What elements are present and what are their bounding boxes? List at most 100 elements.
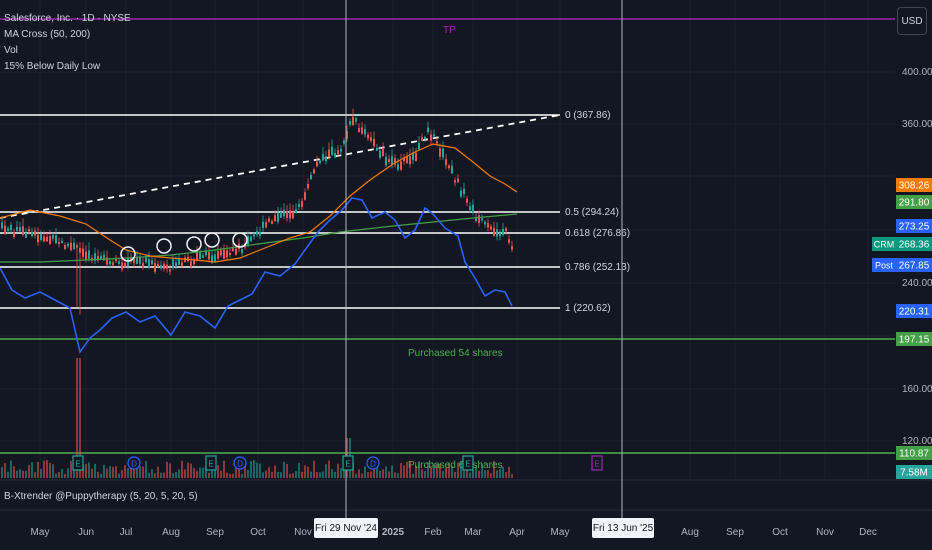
candle-body <box>403 157 405 162</box>
dividend-marker[interactable] <box>127 456 141 470</box>
fib-label-0-786: 0.786 (252.13) <box>565 262 630 273</box>
time-axis-label: May <box>551 527 570 538</box>
candle-body <box>427 127 429 133</box>
price-tag <box>896 332 932 346</box>
candle-body <box>214 254 216 262</box>
trend-line[interactable] <box>0 114 561 219</box>
earnings-marker[interactable] <box>342 455 354 471</box>
volume-bar <box>148 472 150 478</box>
candle-body <box>46 236 48 242</box>
volume-bar <box>31 462 33 478</box>
candle-body <box>112 262 114 266</box>
volume-bar <box>307 466 309 478</box>
candle-body <box>295 209 297 214</box>
symbol-title[interactable]: Salesforce, Inc. · 1D · NYSE <box>4 13 131 24</box>
indicator-below-low[interactable]: 15% Below Daily Low <box>4 61 101 72</box>
volume-bar <box>37 461 39 478</box>
dividend-marker[interactable] <box>233 456 247 470</box>
candle-body <box>490 226 492 230</box>
candle-body <box>172 259 174 268</box>
volume-bar <box>496 470 498 478</box>
volume-bar <box>205 466 207 478</box>
volume-bar <box>256 462 258 478</box>
volume-bar <box>100 473 102 478</box>
volume-bar <box>460 461 462 478</box>
candle-body <box>346 131 348 139</box>
time-axis-label: Jun <box>78 527 94 538</box>
indicator-ma-cross[interactable]: MA Cross (50, 200) <box>4 29 91 40</box>
price-tag-prefix <box>872 237 896 251</box>
volume-bar <box>232 473 234 478</box>
volume-bar <box>313 460 315 478</box>
price-tag <box>896 195 932 209</box>
volume-bar <box>391 465 393 478</box>
candle-body <box>457 178 459 183</box>
indicator-volume[interactable]: Vol <box>4 45 18 56</box>
candle-body <box>124 263 126 267</box>
volume-bar <box>394 472 396 478</box>
candle-body <box>442 148 444 158</box>
dividend-marker[interactable] <box>366 456 380 470</box>
earnings-marker[interactable] <box>205 455 217 471</box>
volume-bar <box>304 465 306 478</box>
earnings-marker[interactable] <box>462 455 474 471</box>
candle-body <box>301 201 303 207</box>
candle-body <box>25 232 27 238</box>
fib-retracement[interactable] <box>0 114 560 309</box>
currency-button[interactable]: USD <box>897 7 927 35</box>
candle-body <box>505 228 507 232</box>
fib-label-1: 1 (220.62) <box>565 303 611 314</box>
candle-body <box>430 134 432 141</box>
price-tag-value: 308.26 <box>899 181 930 192</box>
subpane-title[interactable]: B-Xtrender @Puppytherapy (5, 20, 5, 20, … <box>4 491 198 502</box>
volume-bar <box>199 467 201 478</box>
time-axis-label: Nov <box>294 527 312 538</box>
candle-body <box>202 255 204 258</box>
volume-bar <box>463 463 465 478</box>
volume-bar <box>223 460 225 478</box>
volume-bar <box>13 466 15 478</box>
time-axis-label: Nov <box>816 527 834 538</box>
candle-body <box>460 190 462 197</box>
volume-bar <box>190 463 192 478</box>
volume-bar <box>121 470 123 478</box>
price-tag <box>896 219 932 233</box>
crosshair-date-a: Fri 29 Nov '24 <box>314 518 378 538</box>
event-marker-label: D <box>370 460 376 469</box>
candle-body <box>64 245 66 250</box>
price-axis-label: 120.00 <box>902 436 932 447</box>
candle-body <box>166 264 168 269</box>
candle-body <box>190 261 192 268</box>
volume-bar <box>196 470 198 478</box>
volume-bar <box>439 463 441 478</box>
candle-body <box>469 206 471 211</box>
volume-bar <box>172 473 174 478</box>
candle-body <box>208 251 210 260</box>
earnings-marker[interactable] <box>591 455 603 471</box>
candle-body <box>511 246 513 250</box>
candle-body <box>58 241 60 245</box>
volume-bar <box>343 466 345 478</box>
volume-bar <box>487 470 489 478</box>
candle-body <box>178 257 180 265</box>
volume-bar <box>355 473 357 478</box>
price-tag-value: 273.25 <box>899 222 930 233</box>
volume-bar <box>130 460 132 478</box>
volume-bar <box>424 471 426 478</box>
volume-bar <box>142 466 144 478</box>
candle-body <box>466 198 468 203</box>
volume-bar <box>331 469 333 478</box>
price-tag-value: 267.85 <box>899 261 930 272</box>
volume-bar <box>475 466 477 478</box>
candle-body <box>394 158 396 165</box>
candle-body <box>133 258 135 264</box>
volume-bar <box>97 471 99 478</box>
volume-bar <box>118 473 120 478</box>
volume-bar <box>82 464 84 478</box>
volume-bar <box>274 465 276 478</box>
earnings-marker[interactable] <box>72 455 84 471</box>
volume-bar <box>55 473 57 478</box>
candle-body <box>265 222 267 228</box>
